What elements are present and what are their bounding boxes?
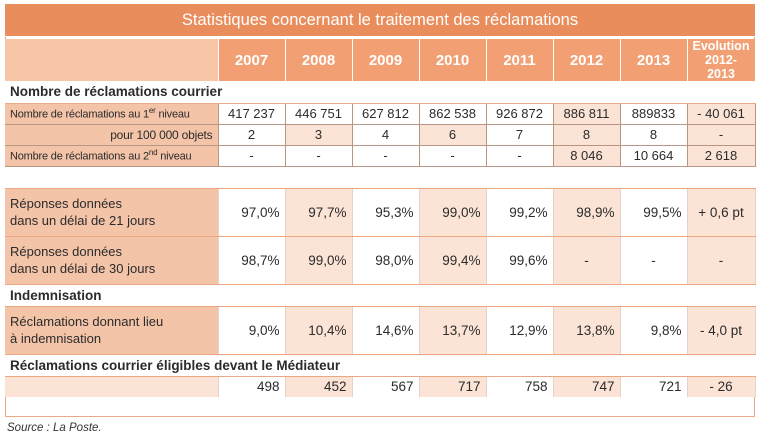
cell: 417 237 [218, 103, 286, 125]
cell: 99,0% [419, 188, 487, 237]
cell: 12,9% [486, 306, 554, 355]
cell: 567 [352, 376, 420, 397]
cell: 8 [553, 124, 621, 146]
cell: - [352, 145, 420, 167]
header-2011: 2011 [486, 39, 554, 81]
cell: 717 [419, 376, 487, 397]
cell: 98,9% [553, 188, 621, 237]
cell: 8 [620, 124, 688, 146]
cell: - [620, 236, 688, 285]
cell: 446 751 [285, 103, 353, 125]
cell: 627 812 [352, 103, 420, 125]
table-row: Réponses données dans un délai de 21 jour… [5, 188, 756, 237]
cell: - [285, 145, 353, 167]
cell: + 0,6 pt [687, 188, 756, 237]
section-row: Indemnisation [5, 284, 756, 307]
cell: 99,0% [285, 236, 353, 285]
table-row: Nombre de réclamations au 2nd niveau - -… [5, 145, 756, 167]
row-label-indemnisation: Réclamations donnant lieu à indemnisation [5, 306, 219, 355]
spacer-cell [5, 166, 755, 189]
cell: 889833 [620, 103, 688, 125]
section-row: Réclamations courrier éligibles devant l… [5, 354, 756, 377]
cell: 10,4% [285, 306, 353, 355]
table-row: Nombre de réclamations au 1er niveau 417… [5, 103, 756, 125]
section-mediateur: Réclamations courrier éligibles devant l… [5, 354, 756, 377]
cell: 721 [620, 376, 688, 397]
row-label-delai21: Réponses données dans un délai de 21 jour… [5, 188, 219, 237]
section-courrier: Nombre de réclamations courrier [5, 81, 756, 104]
cell: - 4,0 pt [687, 306, 756, 355]
section-indemnisation: Indemnisation [5, 284, 756, 307]
cell: 97,0% [218, 188, 286, 237]
cell: 452 [285, 376, 353, 397]
section-row: Nombre de réclamations courrier [5, 81, 756, 104]
cell: 99,2% [486, 188, 554, 237]
cell: - [553, 236, 621, 285]
header-2012: 2012 [553, 39, 621, 81]
header-2009: 2009 [352, 39, 420, 81]
row-label-delai30: Réponses données dans un délai de 30 jour… [5, 236, 219, 285]
cell: 97,7% [285, 188, 353, 237]
cell: 747 [553, 376, 621, 397]
cell: 2 618 [687, 145, 756, 167]
header-2008: 2008 [285, 39, 353, 81]
cell: 2 [218, 124, 286, 146]
cell: - 26 [687, 376, 756, 397]
row-label-pour100000: pour 100 000 objets [5, 124, 219, 146]
cell: 99,6% [486, 236, 554, 285]
row-label-mediateur-empty [5, 376, 219, 397]
cell: - [419, 145, 487, 167]
header-2010: 2010 [419, 39, 487, 81]
table-row: 498 452 567 717 758 747 721 - 26 [5, 376, 756, 397]
cell: 99,4% [419, 236, 487, 285]
row-label-niveau1: Nombre de réclamations au 1er niveau [5, 103, 219, 125]
cell: 98,7% [218, 236, 286, 285]
header-empty-cell [5, 39, 219, 81]
cell: - [486, 145, 554, 167]
cell: 926 872 [486, 103, 554, 125]
table-row: pour 100 000 objets 2 3 4 6 7 8 8 - [5, 124, 756, 146]
cell: 98,0% [352, 236, 420, 285]
table-row: Réclamations donnant lieu à indemnisation… [5, 306, 756, 355]
cell: 758 [486, 376, 554, 397]
cell: 95,3% [352, 188, 420, 237]
cell: 6 [419, 124, 487, 146]
cell: 9,8% [620, 306, 688, 355]
cell: - 40 061 [687, 103, 756, 125]
cell: 7 [486, 124, 554, 146]
cell: 8 046 [553, 145, 621, 167]
cell: 14,6% [352, 306, 420, 355]
cell: - [687, 236, 756, 285]
cell: 10 664 [620, 145, 688, 167]
table-row: Réponses données dans un délai de 30 jour… [5, 236, 756, 285]
cell: - [687, 124, 756, 146]
cell: 498 [218, 376, 286, 397]
header-evolution: Evolution 2012-2013 [687, 39, 756, 81]
header-row: 2007 2008 2009 2010 2011 2012 2013 Evolu… [5, 39, 756, 81]
cell: - [218, 145, 286, 167]
row-label-niveau2: Nombre de réclamations au 2nd niveau [5, 145, 219, 167]
spacer-row [5, 166, 755, 189]
cell: 13,7% [419, 306, 487, 355]
cell: 862 538 [419, 103, 487, 125]
cell: 3 [285, 124, 353, 146]
cell: 99,5% [620, 188, 688, 237]
statistics-table: 2007 2008 2009 2010 2011 2012 2013 Evolu… [5, 39, 756, 397]
header-2007: 2007 [218, 39, 286, 81]
header-2013: 2013 [620, 39, 688, 81]
cell: 886 811 [553, 103, 621, 125]
source-note: Source : La Poste. [7, 422, 102, 434]
table-title: Statistiques concernant le traitement de… [5, 4, 755, 37]
cell: 13,8% [553, 306, 621, 355]
cell: 9,0% [218, 306, 286, 355]
cell: 4 [352, 124, 420, 146]
